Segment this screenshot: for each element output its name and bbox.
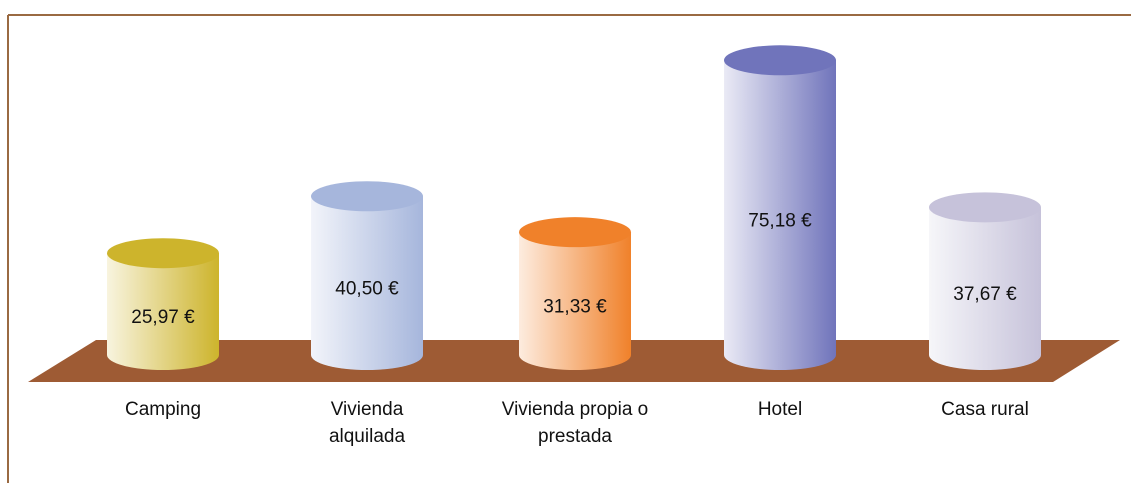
value-label: 25,97 € bbox=[131, 307, 195, 328]
cylinder-top bbox=[107, 238, 219, 269]
cylinder-top bbox=[929, 192, 1041, 223]
cylinder-top bbox=[519, 217, 631, 248]
x-tick-label: Vivienda propia o prestada bbox=[501, 399, 649, 447]
cylinder-body bbox=[519, 232, 631, 370]
x-tick-label: Hotel bbox=[757, 399, 803, 420]
cylinder-body bbox=[311, 196, 423, 370]
cylinder-top bbox=[311, 181, 423, 212]
value-label: 75,18 € bbox=[748, 211, 812, 232]
value-label: 31,33 € bbox=[543, 297, 607, 318]
x-tick-label: Camping bbox=[124, 399, 202, 420]
cylinder-body bbox=[929, 207, 1041, 370]
x-tick-label: Casa rural bbox=[941, 399, 1029, 420]
x-tick-label: Vivienda alquilada bbox=[328, 399, 406, 447]
cylinder-body bbox=[724, 60, 836, 370]
value-label: 40,50 € bbox=[335, 279, 399, 300]
cylinder-top bbox=[724, 45, 836, 76]
cylinder-body bbox=[107, 253, 219, 370]
value-label: 37,67 € bbox=[953, 284, 1017, 305]
